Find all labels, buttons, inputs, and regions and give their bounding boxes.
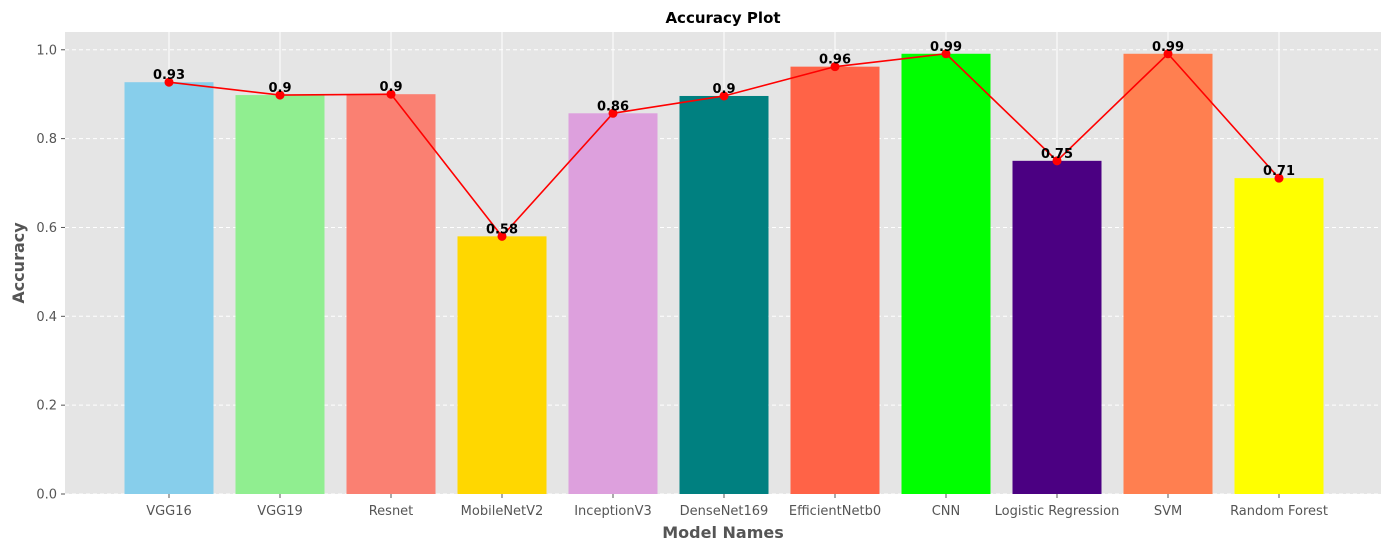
y-tick-label: 0.4 xyxy=(36,310,57,325)
data-label: 0.99 xyxy=(1152,40,1184,55)
data-label: 0.71 xyxy=(1263,164,1295,179)
x-tick-label: Resnet xyxy=(369,504,414,519)
data-label: 0.96 xyxy=(819,53,851,68)
data-label: 0.99 xyxy=(930,40,962,55)
accuracy-point xyxy=(497,231,507,241)
bar xyxy=(568,113,658,495)
x-tick-label: VGG16 xyxy=(146,504,192,519)
x-tick-label: Logistic Regression xyxy=(995,504,1120,519)
data-label: 0.93 xyxy=(153,68,185,83)
chart-title: Accuracy Plot xyxy=(665,9,780,27)
accuracy-point xyxy=(164,77,174,87)
bar xyxy=(1012,160,1102,495)
data-label: 0.58 xyxy=(486,222,518,237)
accuracy-point xyxy=(275,90,285,100)
accuracy-point xyxy=(1274,173,1284,183)
x-tick-label: InceptionV3 xyxy=(574,504,652,519)
y-tick-label: 0.2 xyxy=(36,399,57,414)
x-tick-label: SVM xyxy=(1154,504,1182,519)
accuracy-line xyxy=(164,49,1284,241)
bar xyxy=(790,66,880,495)
bar xyxy=(679,95,769,494)
data-labels: 0.93 0.9 0.9 0.58 0.86 0.9 0.96 0.99 0.75 0.99 0.7… xyxy=(153,40,1295,238)
data-label: 0.75 xyxy=(1041,147,1073,162)
y-tick-label: 0.8 xyxy=(36,132,57,147)
bar xyxy=(1123,53,1213,495)
data-label: 0.9 xyxy=(379,80,402,95)
x-tick-label: MobileNetV2 xyxy=(461,504,544,519)
accuracy-point xyxy=(1163,49,1173,59)
accuracy-point xyxy=(608,108,618,118)
y-tick-label: 0.0 xyxy=(36,488,57,503)
accuracy-point xyxy=(386,89,396,99)
accuracy-point xyxy=(1052,156,1062,166)
x-tick-label: DenseNet169 xyxy=(680,504,769,519)
bars xyxy=(124,53,1324,495)
bar xyxy=(346,94,436,494)
bar xyxy=(124,82,214,495)
y-tick-label: 1.0 xyxy=(36,43,57,58)
x-tick-label: CNN xyxy=(932,504,961,519)
data-label: 0.86 xyxy=(597,99,629,114)
bar xyxy=(901,53,991,495)
x-axis-title: Model Names xyxy=(662,523,784,542)
bar xyxy=(1234,178,1324,494)
data-label: 0.9 xyxy=(268,81,291,96)
bar xyxy=(235,95,325,494)
accuracy-point xyxy=(830,62,840,72)
x-tick-label: EfficientNetb0 xyxy=(789,504,881,519)
y-tick-label: 0.6 xyxy=(36,221,57,236)
accuracy-point xyxy=(719,91,729,101)
x-tick-label: Random Forest xyxy=(1230,504,1328,519)
bar xyxy=(457,236,547,494)
x-axis-ticks: VGG16 VGG19 Resnet MobileNetV2 InceptionV3 De… xyxy=(146,494,1328,519)
y-axis-title: Accuracy xyxy=(9,222,28,304)
data-label: 0.9 xyxy=(712,82,735,97)
y-axis-ticks: 0.0 0.2 0.4 0.6 0.8 1.0 xyxy=(36,43,65,503)
accuracy-point xyxy=(941,49,951,59)
x-tick-label: VGG19 xyxy=(257,504,303,519)
